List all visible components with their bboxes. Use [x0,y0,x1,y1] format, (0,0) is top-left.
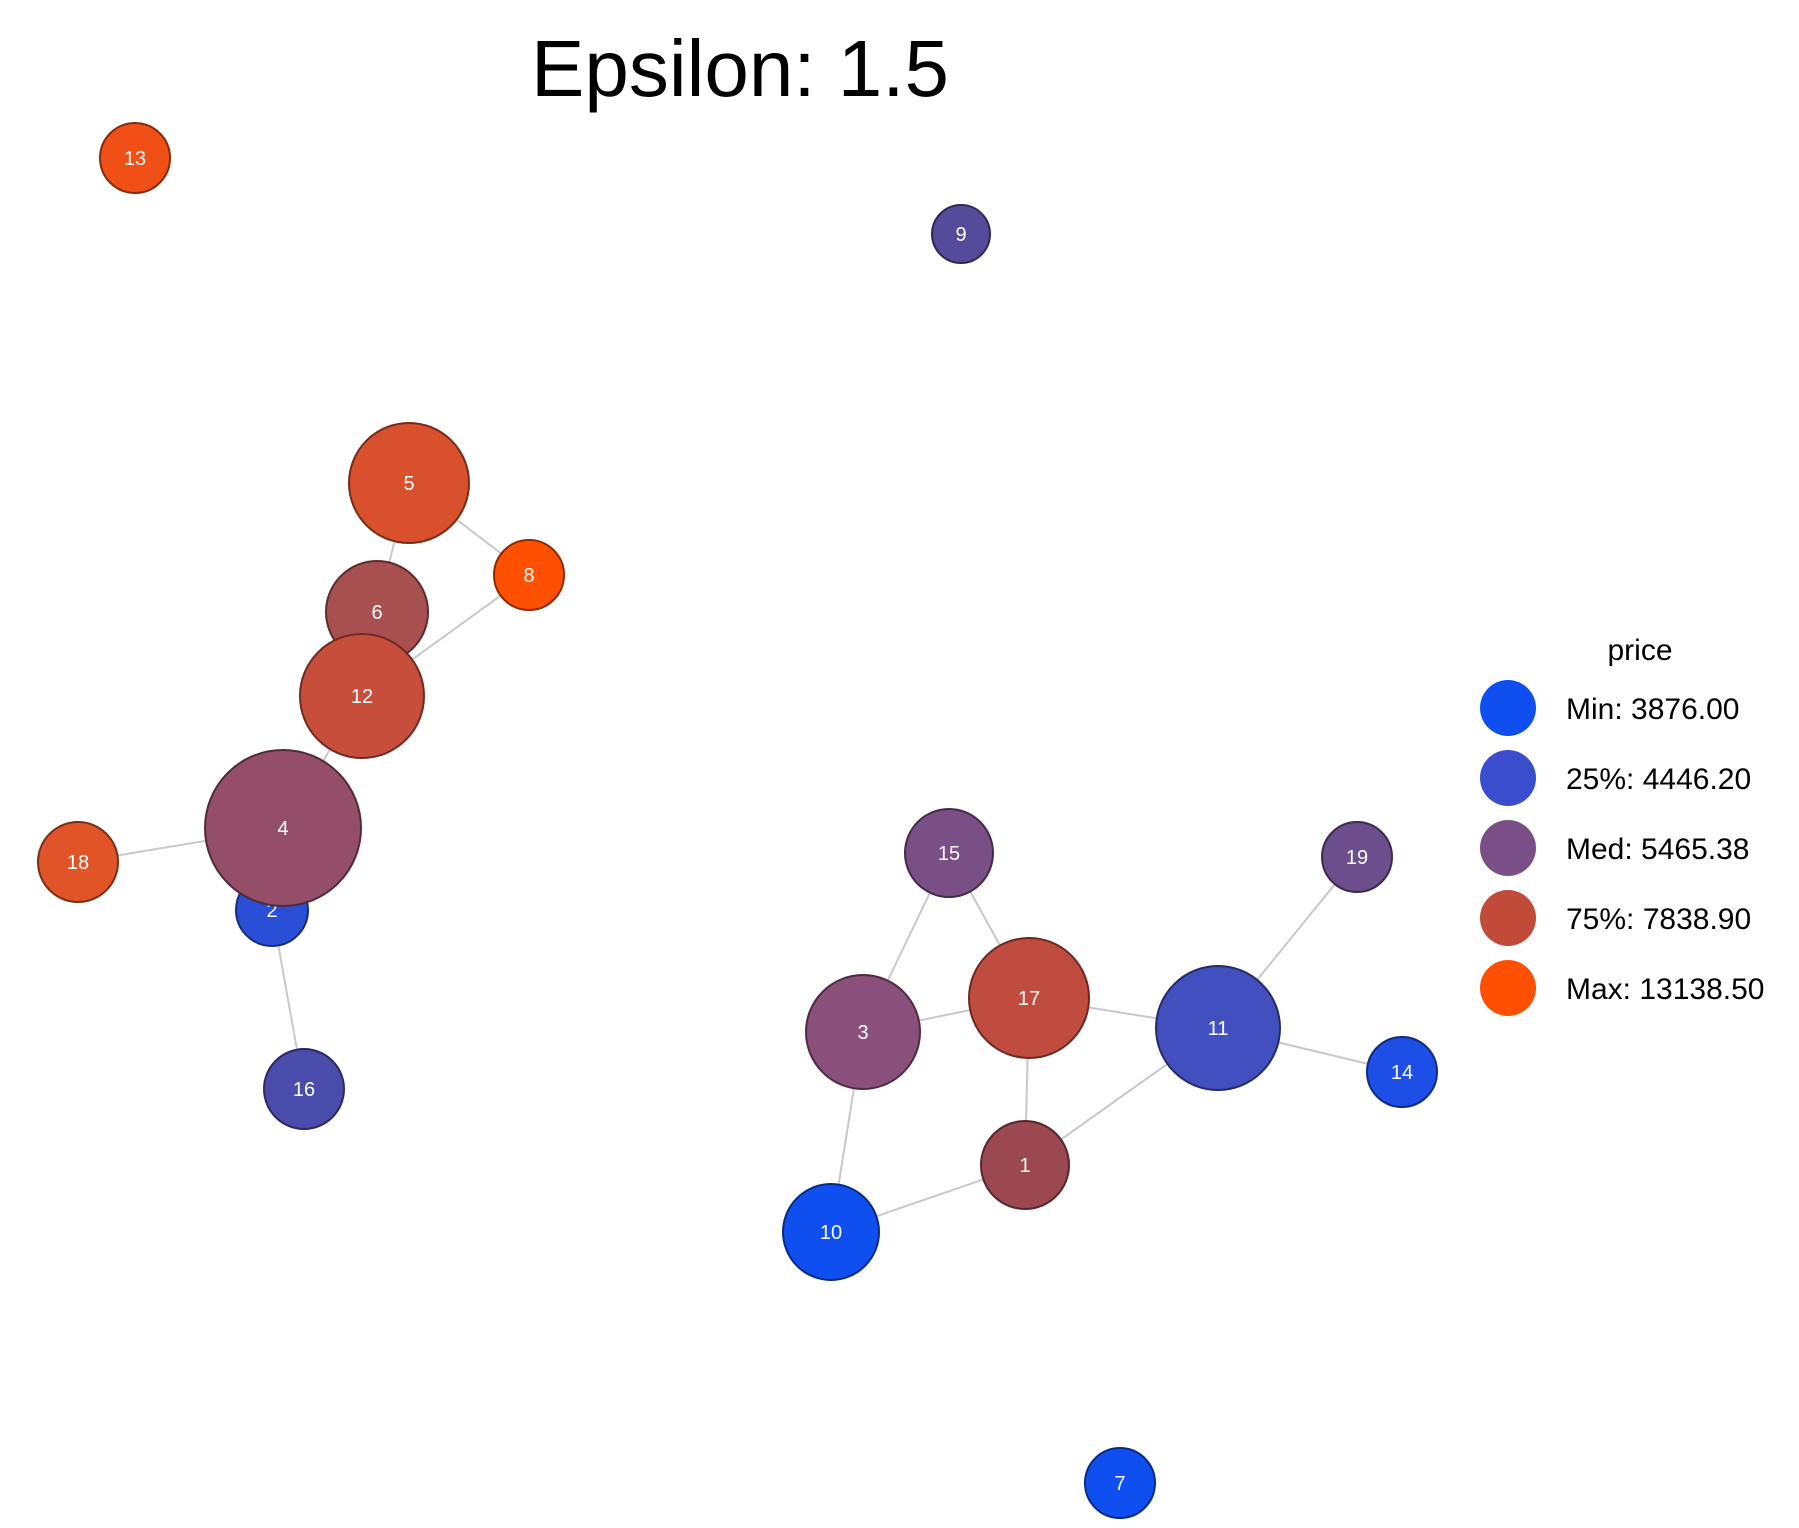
node-label-7: 7 [1114,1473,1125,1495]
node-label-5: 5 [403,473,414,495]
node-circle-3[interactable] [805,974,921,1090]
chart-title: Epsilon: 1.5 [531,24,949,113]
node-label-11: 11 [1208,1018,1229,1040]
node-1[interactable]: 1 [980,1120,1070,1210]
legend-label-0: Min: 3876.00 [1566,693,1739,726]
node-circle-13[interactable] [99,122,171,194]
node-10[interactable]: 10 [782,1183,880,1281]
node-circle-15[interactable] [904,808,994,898]
node-circle-9[interactable] [931,204,991,264]
legend-swatch-1 [1480,750,1536,806]
node-17[interactable]: 17 [968,937,1090,1059]
node-label-10: 10 [820,1222,842,1244]
node-12[interactable]: 12 [299,633,425,759]
node-4[interactable]: 4 [204,749,362,907]
node-circle-10[interactable] [782,1183,880,1281]
node-circle-4[interactable] [204,749,362,907]
node-label-2: 2 [266,900,277,922]
legend-label-3: 75%: 7838.90 [1566,903,1751,936]
node-18[interactable]: 18 [37,821,119,903]
legend-title: price [1607,634,1672,667]
node-label-8: 8 [523,565,534,587]
node-label-1: 1 [1019,1155,1030,1177]
node-7[interactable]: 7 [1084,1447,1156,1519]
node-label-16: 16 [293,1079,315,1101]
node-layer: 13 9 7 18 16 2 4 5 8 6 12 15 19 3 10 1 17 11 14 [37,122,1438,1519]
legend-swatch-2 [1480,820,1536,876]
node-14[interactable]: 14 [1366,1036,1438,1108]
node-9[interactable]: 9 [931,204,991,264]
node-circle-19[interactable] [1321,821,1393,893]
node-13[interactable]: 13 [99,122,171,194]
node-15[interactable]: 15 [904,808,994,898]
node-8[interactable]: 8 [493,539,565,611]
node-5[interactable]: 5 [348,422,470,544]
node-label-15: 15 [938,843,960,865]
node-circle-7[interactable] [1084,1447,1156,1519]
legend-swatch-4 [1480,960,1536,1016]
legend-label-2: Med: 5465.38 [1566,833,1749,866]
node-3[interactable]: 3 [805,974,921,1090]
node-circle-16[interactable] [263,1048,345,1130]
node-16[interactable]: 16 [263,1048,345,1130]
node-19[interactable]: 19 [1321,821,1393,893]
node-label-18: 18 [67,852,89,874]
node-circle-5[interactable] [348,422,470,544]
node-label-3: 3 [857,1022,868,1044]
node-label-4: 4 [277,818,288,840]
node-circle-18[interactable] [37,821,119,903]
node-label-14: 14 [1391,1062,1413,1084]
node-circle-12[interactable] [299,633,425,759]
node-11[interactable]: 11 [1155,965,1281,1091]
legend: price Min: 3876.00 25%: 4446.20 Med: 5465.… [1480,634,1764,1016]
node-circle-14[interactable] [1366,1036,1438,1108]
node-circle-1[interactable] [980,1120,1070,1210]
legend-swatch-3 [1480,890,1536,946]
node-label-13: 13 [124,148,146,170]
node-circle-8[interactable] [493,539,565,611]
node-label-12: 12 [351,686,373,708]
legend-label-1: 25%: 4446.20 [1566,763,1751,796]
legend-label-4: Max: 13138.50 [1566,973,1764,1006]
node-circle-17[interactable] [968,937,1090,1059]
node-label-9: 9 [955,224,966,246]
node-label-19: 19 [1346,847,1368,869]
node-label-17: 17 [1018,988,1040,1010]
node-label-6: 6 [371,602,382,624]
legend-swatch-0 [1480,680,1536,736]
node-circle-11[interactable] [1155,965,1281,1091]
